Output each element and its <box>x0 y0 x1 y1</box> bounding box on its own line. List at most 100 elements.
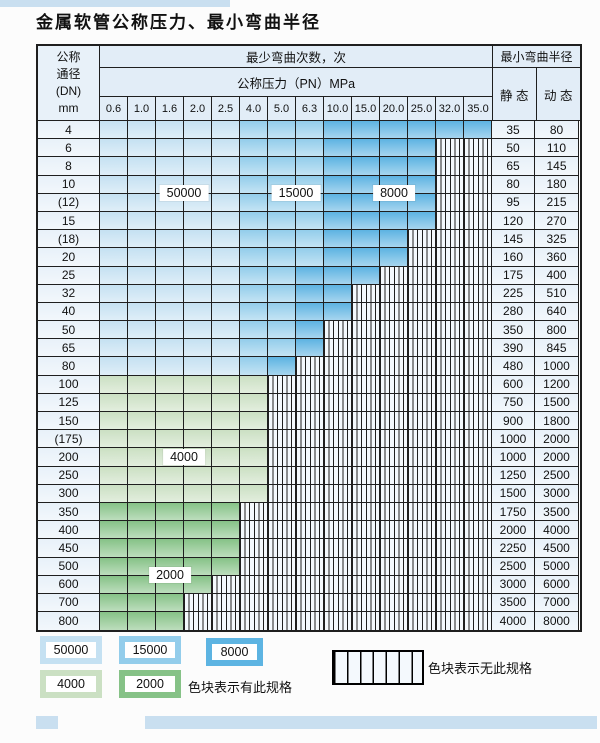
legend-swatch-2000: 2000 <box>119 670 181 698</box>
no-spec-cell <box>352 339 380 358</box>
no-spec-cell <box>352 412 380 431</box>
no-spec-cell <box>296 484 324 503</box>
table-row: 80 480 1000 <box>38 357 580 376</box>
spec-cell <box>352 230 380 249</box>
pressure-bend-table: 公称 通径 (DN) mm 最少弯曲次数，次 公称压力（PN）MPa 0.6 1.… <box>36 44 582 633</box>
table-row: 6 50 110 <box>38 139 580 158</box>
spec-cell <box>324 284 352 303</box>
spec-cell <box>464 121 492 140</box>
no-spec-cell <box>240 557 268 576</box>
no-spec-cell <box>436 393 464 412</box>
pressure-header-row: 0.6 1.0 1.6 2.0 2.5 4.0 5.0 6.3 10.0 15.0 20.0 25.0… <box>100 97 492 120</box>
no-spec-cell <box>408 484 436 503</box>
dn-cell: 300 <box>38 484 100 503</box>
dn-cell: 25 <box>38 266 100 285</box>
spec-cell <box>296 321 324 340</box>
spec-cell <box>100 521 128 540</box>
no-spec-cell <box>408 375 436 394</box>
spec-cell <box>184 466 212 485</box>
static-radius-cell: 2250 <box>491 539 535 558</box>
spec-cell <box>100 357 128 376</box>
no-spec-cell <box>352 612 380 631</box>
spec-cell <box>184 484 212 503</box>
spec-cell <box>100 375 128 394</box>
no-spec-cell <box>464 193 492 212</box>
spec-cell <box>100 557 128 576</box>
no-spec-cell <box>324 412 352 431</box>
spec-cell <box>156 521 184 540</box>
pressure-column-header: 35.0 <box>467 102 489 115</box>
no-spec-cell <box>436 339 464 358</box>
no-spec-cell <box>352 357 380 376</box>
no-spec-cell <box>268 539 296 558</box>
no-spec-cell <box>352 502 380 522</box>
no-spec-cell <box>464 484 492 503</box>
spec-cell <box>268 321 296 340</box>
table-row: 200 1000 2000 <box>38 448 580 467</box>
spec-cell <box>184 339 212 358</box>
dynamic-radius-cell: 215 <box>535 193 579 212</box>
no-spec-cell <box>380 502 408 522</box>
no-spec-cell <box>464 357 492 376</box>
spec-cell <box>156 612 184 631</box>
spec-cell <box>240 339 268 358</box>
spec-cell <box>212 539 240 558</box>
spec-cell <box>268 121 296 140</box>
spec-cell <box>128 302 156 322</box>
no-spec-cell <box>324 339 352 358</box>
no-spec-cell <box>436 484 464 503</box>
spec-cell <box>184 502 212 522</box>
no-spec-cell <box>380 375 408 394</box>
dn-cell: 40 <box>38 302 100 322</box>
no-spec-cell <box>408 521 436 540</box>
no-spec-cell <box>352 466 380 485</box>
table-row: 4 35 80 <box>38 121 580 140</box>
spec-cell <box>128 575 156 594</box>
static-radius-cell: 1000 <box>491 448 535 467</box>
no-spec-cell <box>464 266 492 285</box>
spec-cell <box>352 193 380 212</box>
no-spec-cell <box>408 302 436 322</box>
legend-swatch-15000: 15000 <box>119 636 181 664</box>
dn-cell: 700 <box>38 593 100 613</box>
dn-cell: 125 <box>38 393 100 412</box>
spec-cell <box>100 193 128 212</box>
no-spec-cell <box>464 339 492 358</box>
static-radius-cell: 1250 <box>491 466 535 485</box>
spec-cell <box>100 230 128 249</box>
spec-cell <box>212 557 240 576</box>
spec-cell <box>100 393 128 412</box>
no-spec-cell <box>324 430 352 449</box>
dynamic-radius-cell: 325 <box>535 230 579 249</box>
dynamic-radius-cell: 640 <box>535 302 579 322</box>
spec-cell <box>212 230 240 249</box>
spec-cell <box>184 121 212 140</box>
spec-cell <box>128 211 156 231</box>
spec-cell <box>268 302 296 322</box>
spec-cell <box>156 302 184 322</box>
dn-cell: 600 <box>38 575 100 594</box>
spec-cell <box>268 266 296 285</box>
no-spec-cell <box>212 593 240 613</box>
spec-cell <box>268 248 296 267</box>
spec-cell <box>184 557 212 576</box>
no-spec-cell <box>352 448 380 467</box>
spec-cell <box>296 139 324 158</box>
legend-hatch-swatch <box>332 650 424 685</box>
no-spec-cell <box>324 612 352 631</box>
dn-header-line: (DN) <box>55 84 82 98</box>
no-spec-cell <box>408 448 436 467</box>
pressure-column-header: 2.5 <box>212 97 240 120</box>
no-spec-cell <box>296 502 324 522</box>
no-spec-cell <box>436 593 464 613</box>
pressure-column-header: 5.0 <box>268 97 296 120</box>
no-spec-cell <box>380 612 408 631</box>
no-spec-cell <box>436 375 464 394</box>
no-spec-cell <box>380 339 408 358</box>
spec-cell <box>324 157 352 176</box>
pressure-column-header: 32.0 <box>436 97 464 120</box>
no-spec-cell <box>268 575 296 594</box>
no-spec-cell <box>464 448 492 467</box>
spec-cell <box>156 230 184 249</box>
no-spec-cell <box>408 357 436 376</box>
